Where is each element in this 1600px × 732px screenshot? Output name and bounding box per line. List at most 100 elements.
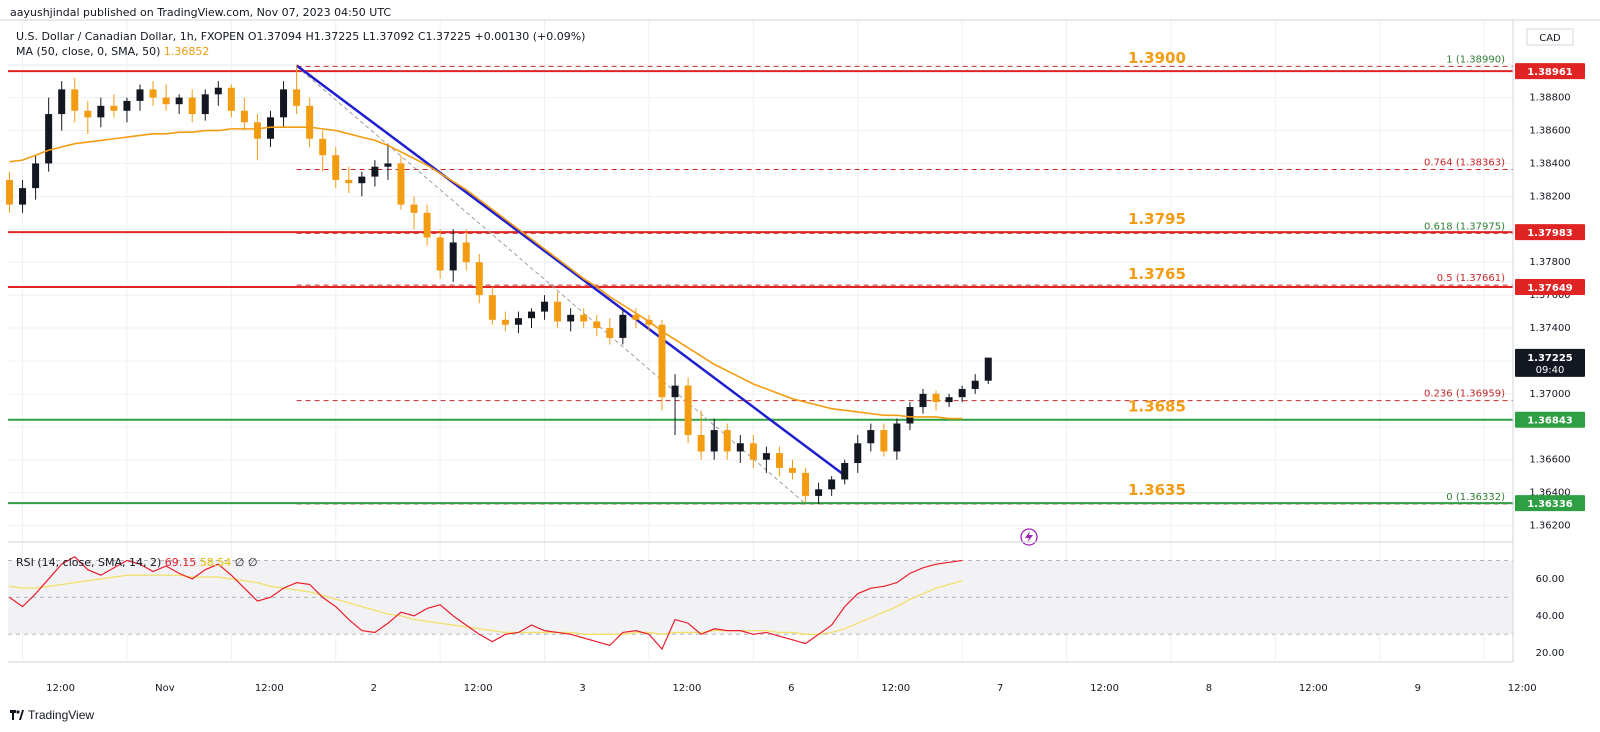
candle	[762, 446, 770, 473]
candle	[462, 229, 470, 271]
price-tag-text: 1.36843	[1527, 416, 1573, 427]
candle	[162, 84, 170, 111]
candle-body	[671, 385, 679, 398]
support-level-label: 1.3635	[1128, 481, 1186, 499]
candle	[880, 423, 888, 457]
candle	[436, 229, 444, 279]
time-tick-label: 12:00	[673, 683, 702, 694]
candle	[945, 393, 953, 408]
candle	[6, 171, 13, 213]
candle-body	[736, 443, 744, 452]
candle	[19, 179, 27, 213]
rsi-legend-ma-value: 58.54	[199, 556, 232, 569]
price-tag	[1515, 224, 1585, 241]
axes: 1.38800 1.38600 1.38400 1.38200 1.37800 1.376…	[0, 19, 1600, 694]
rsi-ma-line	[9, 574, 963, 635]
candle-body	[19, 188, 27, 205]
candle	[253, 114, 261, 161]
currency-label: CAD	[1539, 33, 1561, 44]
price-tag	[1515, 348, 1585, 377]
candle-body	[880, 430, 888, 452]
price-tick-label: 1.38400	[1529, 158, 1570, 169]
candle-body	[188, 97, 196, 115]
candle-body	[854, 443, 862, 463]
candle-body	[462, 242, 470, 263]
time-tick-label: 12:00	[1090, 683, 1119, 694]
candle-body	[802, 472, 810, 496]
candle-body	[932, 393, 940, 403]
price-tick-label: 1.36400	[1529, 488, 1570, 499]
candle	[149, 81, 157, 106]
candle-body	[958, 388, 966, 398]
fib-label: 0.764 (1.38363)	[1424, 158, 1505, 169]
candle	[736, 435, 744, 463]
price-tag-text: 1.38961	[1527, 67, 1573, 78]
price-tick-label: 1.37400	[1529, 323, 1570, 334]
candle-body	[919, 393, 927, 408]
candle	[293, 64, 301, 115]
lightning-icon-bolt	[1025, 531, 1033, 543]
candle	[802, 467, 810, 503]
fib-label: 0 (1.36332)	[1446, 492, 1505, 503]
candle	[541, 295, 549, 320]
time-tick-label: 12:00	[1508, 683, 1537, 694]
candle	[384, 143, 392, 180]
ma-legend: MA (50, close, 0, SMA, 50) 1.36852	[16, 45, 209, 58]
candle-body	[267, 117, 274, 139]
candle-body	[97, 105, 105, 118]
candle-body	[410, 204, 418, 213]
candle-body	[436, 237, 444, 271]
candle	[332, 146, 340, 189]
candle-body	[371, 166, 379, 177]
rsi-line	[9, 556, 963, 651]
price-tick-label: 1.37000	[1529, 389, 1570, 400]
candle	[971, 374, 979, 394]
price-tag-text: 1.36336	[1527, 499, 1573, 510]
candle-body	[893, 423, 901, 452]
candle	[593, 314, 601, 337]
time-tick-label: Nov	[155, 683, 175, 694]
time-tick-label: 12:00	[881, 683, 910, 694]
moving-average	[9, 126, 1038, 546]
candle	[501, 311, 509, 332]
candle-body	[867, 430, 875, 444]
candle	[423, 204, 431, 246]
candle-body	[175, 97, 183, 105]
trend-lines	[295, 64, 846, 505]
candle	[397, 155, 405, 210]
candle-body	[319, 138, 327, 156]
candle-body	[58, 89, 66, 115]
candle	[227, 84, 235, 118]
candle-body	[775, 453, 783, 468]
rsi-legend-extra: ∅ ∅	[234, 556, 258, 569]
candle	[906, 402, 914, 431]
candle-body	[697, 435, 705, 452]
candle	[684, 377, 692, 444]
currency-box	[1526, 28, 1574, 46]
candle	[45, 97, 53, 172]
candle-body	[828, 479, 836, 490]
candle	[710, 418, 718, 460]
candle	[697, 410, 705, 460]
price-tag-text: 1.37983	[1527, 228, 1573, 239]
candle-body	[554, 301, 562, 322]
candle-body	[684, 385, 692, 436]
candle-body	[110, 105, 118, 111]
price-grid	[8, 20, 1513, 662]
candle-body	[514, 318, 522, 325]
time-tick-label: 12:00	[46, 683, 75, 694]
candle	[528, 308, 535, 329]
candle-body	[762, 453, 770, 460]
tradingview-logo-icon	[10, 710, 24, 720]
candle	[932, 390, 940, 411]
publisher-line: aayushjindal published on TradingView.co…	[10, 6, 392, 19]
price-tick-label: 1.37600	[1529, 290, 1570, 301]
candle-body	[240, 110, 248, 123]
price-tick-label: 1.37800	[1529, 257, 1570, 268]
candle-body	[84, 110, 92, 118]
time-tick-label: 9	[1415, 683, 1421, 694]
candle	[267, 110, 274, 147]
rsi-tick-label: 20.00	[1536, 648, 1565, 659]
ma-legend-label: MA (50, close, 0, SMA, 50)	[16, 45, 161, 58]
